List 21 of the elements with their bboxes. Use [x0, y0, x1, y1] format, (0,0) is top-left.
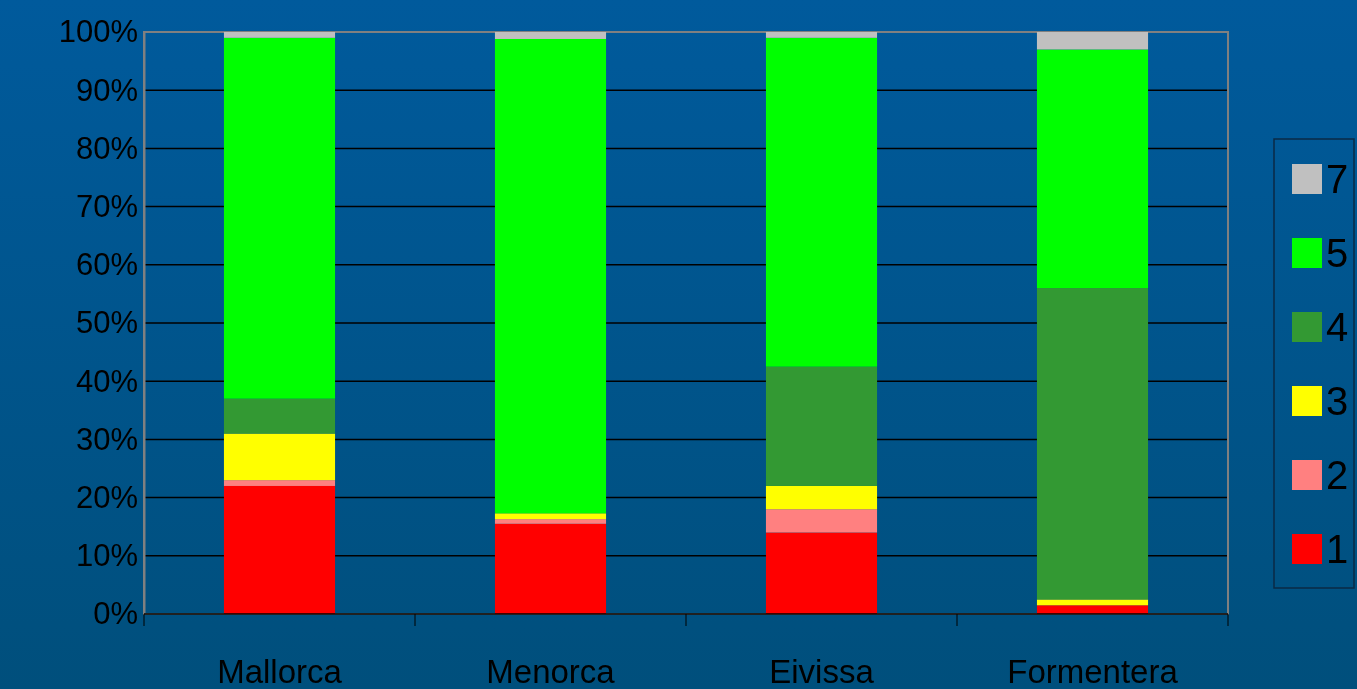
- y-tick-label: 20%: [75, 480, 138, 516]
- x-tick-label: Mallorca: [217, 653, 343, 689]
- legend-label: 7: [1326, 157, 1349, 201]
- y-tick-label: 80%: [75, 130, 138, 166]
- x-tick-label: Menorca: [486, 653, 616, 689]
- legend-label: 3: [1326, 379, 1349, 423]
- y-tick-label: 70%: [75, 189, 138, 225]
- y-tick-label: 0%: [93, 596, 138, 632]
- legend-label: 2: [1326, 453, 1349, 497]
- y-tick-label: 10%: [75, 538, 138, 574]
- y-tick-label: 30%: [75, 421, 138, 457]
- legend-label: 5: [1326, 231, 1349, 275]
- y-tick-label: 60%: [75, 247, 138, 283]
- x-tick-label: Formentera: [1007, 653, 1179, 689]
- y-tick-label: 40%: [75, 363, 138, 399]
- y-tick-label: 100%: [58, 14, 138, 50]
- x-tick-label: Eivissa: [769, 653, 875, 689]
- legend-label: 4: [1326, 305, 1349, 349]
- y-tick-label: 50%: [75, 305, 138, 341]
- y-tick-label: 90%: [75, 72, 138, 108]
- legend-label: 1: [1326, 527, 1349, 571]
